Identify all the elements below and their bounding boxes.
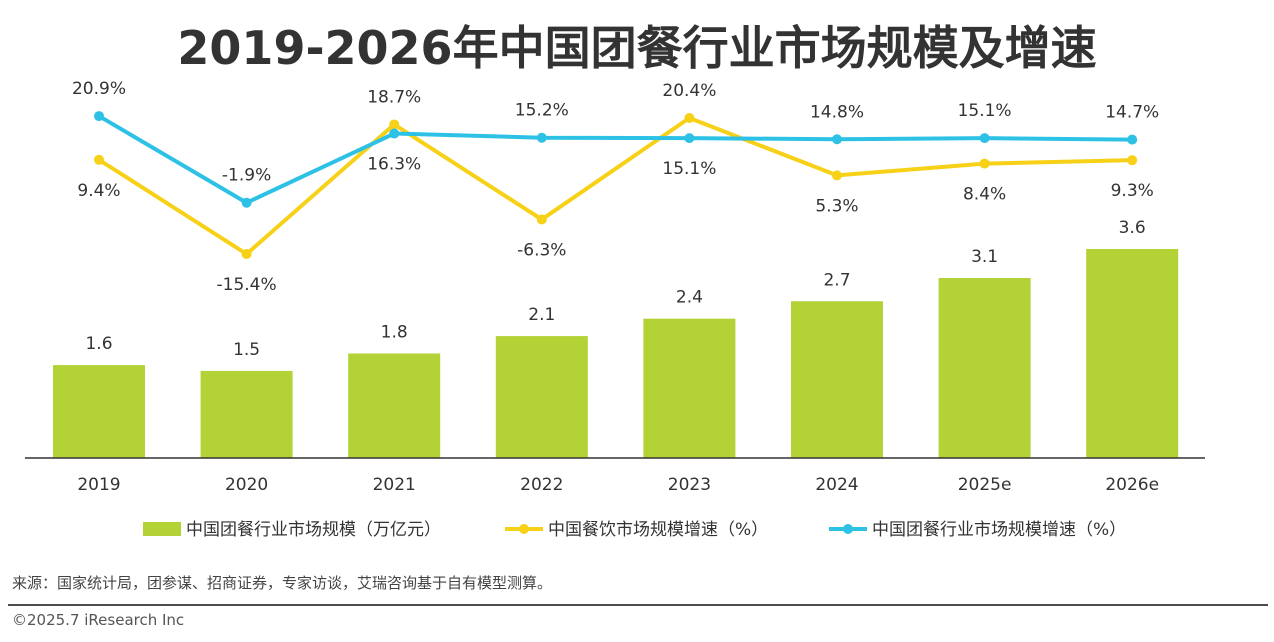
group-meal-growth-value-label: 15.2% <box>515 101 569 121</box>
data-labels-layer: 1.6 1.5 1.8 2.1 2.4 2.7 3.1 3.6 9.4% -15.4% 18.7% -… <box>72 79 1159 360</box>
food-growth-point <box>832 170 842 181</box>
x-tick-label: 2020 <box>225 475 268 495</box>
group-meal-growth-line <box>97 114 1133 205</box>
group-meal-growth-point <box>536 132 547 143</box>
group-meal-growth-point <box>241 197 252 208</box>
food-growth-point <box>389 119 400 130</box>
food-growth-point <box>94 154 104 165</box>
bar-value-label: 2.1 <box>528 305 555 325</box>
legend-label: 中国团餐行业市场规模增速（%） <box>872 520 1126 540</box>
group-meal-growth-point <box>389 128 400 139</box>
food-growth-point <box>241 249 252 260</box>
food-growth-value-label: 9.3% <box>1111 181 1154 201</box>
food-growth-point <box>536 214 547 225</box>
bar-2025e <box>938 278 1031 458</box>
legend-label: 中国餐饮市场规模增速（%） <box>548 520 768 540</box>
x-tick-label: 2025e <box>958 475 1012 495</box>
bar-2026e <box>1086 249 1179 458</box>
copyright-text: ©2025.7 iResearch Inc <box>12 611 185 629</box>
food-growth-point <box>684 112 695 123</box>
legend: 中国团餐行业市场规模（万亿元） 中国餐饮市场规模增速（%） 中国团餐行业市场规模增速… <box>143 520 1126 540</box>
legend-label: 中国团餐行业市场规模（万亿元） <box>186 520 441 540</box>
group-meal-growth-value-label: 14.7% <box>1105 103 1159 123</box>
bar-value-label: 2.7 <box>823 270 850 290</box>
bar-2023 <box>643 318 736 458</box>
group-meal-growth-point <box>832 134 842 145</box>
group-meal-growth-value-label: -1.9% <box>222 166 271 186</box>
food-growth-point <box>1127 155 1138 166</box>
x-axis-ticks: 2019 2020 2021 2022 2023 2024 2025e 2026e <box>77 475 1159 495</box>
group-meal-growth-value-label: 20.9% <box>72 79 126 99</box>
x-tick-label: 2024 <box>815 475 858 495</box>
group-meal-growth-point <box>1127 134 1138 145</box>
bar-value-label: 2.4 <box>676 288 703 308</box>
group-meal-growth-point <box>94 111 104 122</box>
source-note: 来源：国家统计局，团参谋、招商证券，专家访谈，艾瑞咨询基于自有模型测算。 <box>12 574 553 592</box>
bar-value-label: 1.6 <box>85 334 112 354</box>
food-growth-value-label: 18.7% <box>367 87 421 107</box>
group-meal-growth-value-label: 14.8% <box>810 102 864 122</box>
bar-2021 <box>348 353 441 458</box>
footer-divider <box>8 604 1268 606</box>
legend-swatch-marker <box>843 524 853 534</box>
group-meal-growth-value-label: 15.1% <box>662 159 716 179</box>
legend-swatch-marker <box>519 524 529 534</box>
line-series-layer <box>94 111 1138 260</box>
group-meal-growth-value-label: 16.3% <box>367 155 421 175</box>
food-growth-value-label: 5.3% <box>815 196 858 216</box>
x-tick-label: 2023 <box>668 475 711 495</box>
bar-value-label: 3.6 <box>1119 218 1146 238</box>
bar-2020 <box>200 370 293 458</box>
bar-2022 <box>495 336 588 458</box>
food-growth-value-label: 20.4% <box>662 81 716 101</box>
group-meal-growth-point <box>684 133 695 144</box>
food-growth-value-label: 8.4% <box>963 185 1006 205</box>
bar-value-label: 1.5 <box>233 340 260 360</box>
food-growth-point <box>979 158 990 169</box>
bar-series-layer <box>53 249 1179 458</box>
x-tick-label: 2021 <box>373 475 416 495</box>
food-growth-value-label: -15.4% <box>217 275 277 295</box>
legend-swatch-bar <box>143 522 181 536</box>
bar-2019 <box>53 365 145 458</box>
food-growth-value-label: -6.3% <box>517 240 566 260</box>
group-meal-growth-point <box>979 133 990 144</box>
x-tick-label: 2019 <box>77 475 120 495</box>
bar-value-label: 1.8 <box>381 323 408 343</box>
x-tick-label: 2026e <box>1105 475 1159 495</box>
chart-title: 2019-2026年中国团餐行业市场规模及增速 <box>177 21 1097 75</box>
group-meal-growth-value-label: 15.1% <box>958 101 1012 121</box>
bar-value-label: 3.1 <box>971 247 998 267</box>
bar-2024 <box>791 301 883 458</box>
x-tick-label: 2022 <box>520 475 563 495</box>
food-growth-line <box>97 115 1133 257</box>
food-growth-value-label: 9.4% <box>77 181 120 201</box>
